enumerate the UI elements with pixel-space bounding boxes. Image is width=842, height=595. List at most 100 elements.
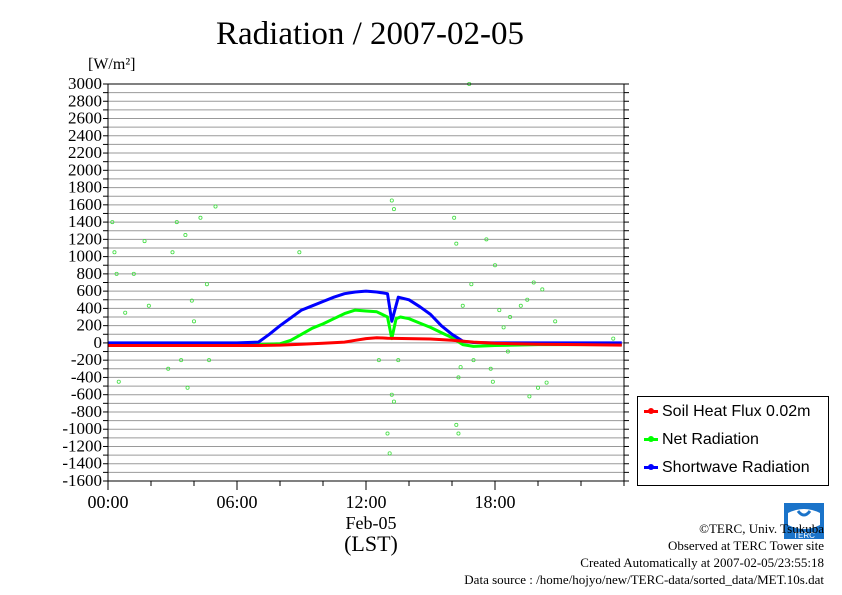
scatter-point	[460, 303, 465, 308]
scatter-point	[391, 207, 396, 212]
scatter-point	[488, 366, 493, 371]
y-tick-label: 1800	[68, 178, 102, 197]
series-lines	[108, 289, 622, 348]
y-tick-label: 0	[94, 333, 103, 352]
scatter-point	[191, 319, 196, 324]
legend-item-shortwave: Shortwave Radiation	[644, 457, 810, 479]
plot-frame	[107, 83, 625, 482]
scatter-point	[458, 365, 463, 370]
scatter-point	[497, 308, 502, 313]
scatter-point	[114, 271, 119, 276]
scatter-point	[501, 325, 506, 330]
legend-item-soil: Soil Heat Flux 0.02m	[644, 401, 811, 423]
scatter-point	[508, 315, 513, 320]
y-tick-label: 400	[77, 298, 103, 317]
scatter-point	[391, 399, 396, 404]
terc-logo-icon: TERC	[784, 503, 824, 539]
y-tick-label: 1200	[68, 229, 102, 248]
y-tick-label: 2600	[68, 109, 102, 128]
legend-label-soil: Soil Heat Flux 0.02m	[662, 403, 811, 420]
legend-label-shortwave: Shortwave Radiation	[662, 459, 810, 476]
y-tick-label: 1600	[68, 195, 102, 214]
y-axis: 3000280026002400220020001800160014001200…	[62, 74, 629, 490]
scatter-point	[531, 280, 536, 285]
scatter-point	[183, 233, 188, 238]
scatter-point	[131, 271, 136, 276]
scatter-point	[198, 215, 203, 220]
scatter-point	[189, 298, 194, 303]
legend-label-net: Net Radiation	[662, 431, 759, 448]
scatter-point	[492, 263, 497, 268]
x-tick-label: 06:00	[216, 492, 257, 512]
credits: ©TERC, Univ. Tsukuba Observed at TERC To…	[464, 520, 824, 588]
scatter-point	[456, 431, 461, 436]
series-line-net-radiation	[108, 308, 622, 348]
scatter-point	[490, 379, 495, 384]
scatter-point	[185, 385, 190, 390]
scatter-point	[174, 220, 179, 225]
scatter-point	[454, 241, 459, 246]
scatter-point	[396, 358, 401, 363]
scatter-point	[389, 198, 394, 203]
scatter-point	[166, 366, 171, 371]
y-tick-label: 2000	[68, 160, 102, 179]
scatter-point	[297, 250, 302, 255]
scatter-point	[611, 336, 616, 341]
scatter-point	[544, 380, 549, 385]
credit-copyright: ©TERC, Univ. Tsukuba	[699, 521, 824, 536]
credit-source: Data source : /home/hojyo/new/TERC-data/…	[464, 572, 824, 587]
y-tick-label: -200	[71, 350, 102, 369]
scatter-point	[179, 358, 184, 363]
scatter-point	[471, 358, 476, 363]
x-axis-date-label: Feb-05	[345, 513, 397, 533]
scatter-point	[518, 303, 523, 308]
logo-text: TERC	[793, 531, 815, 539]
scatter-point	[204, 282, 209, 287]
scatter-point	[207, 358, 212, 363]
legend-swatch-soil	[644, 408, 658, 415]
scatter-point	[142, 239, 147, 244]
y-tick-label: 600	[77, 281, 103, 300]
scatter-point	[387, 451, 392, 456]
y-tick-label: -400	[71, 367, 102, 386]
y-tick-label: 3000	[68, 74, 102, 93]
y-tick-label: 1000	[68, 247, 102, 266]
scatter-point	[123, 310, 128, 315]
credit-created: Created Automatically at 2007-02-05/23:5…	[580, 555, 824, 570]
x-tick-label: 00:00	[87, 492, 128, 512]
y-tick-label: 2800	[68, 91, 102, 110]
scatter-point	[452, 215, 457, 220]
scatter-point	[112, 250, 117, 255]
y-tick-label: -800	[71, 402, 102, 421]
scatter-point	[527, 394, 532, 399]
scatter-point	[213, 204, 218, 209]
scatter-point	[540, 287, 545, 292]
scatter-point	[389, 392, 394, 397]
series-line-soil-heat-flux-0-02m	[108, 336, 622, 347]
scatter-point	[505, 349, 510, 354]
scatter-point	[536, 385, 541, 390]
credit-observed: Observed at TERC Tower site	[667, 538, 824, 553]
scatter-point	[146, 303, 151, 308]
y-tick-label: 800	[77, 264, 103, 283]
y-tick-label: -1200	[62, 436, 102, 455]
scatter-point	[116, 379, 121, 384]
x-axis-unit-label: (LST)	[344, 531, 398, 556]
scatter-point	[110, 220, 115, 225]
scatter-point	[484, 237, 489, 242]
scatter-point	[376, 358, 381, 363]
y-tick-label: -1400	[62, 454, 102, 473]
y-tick-label: -600	[71, 385, 102, 404]
legend-item-net: Net Radiation	[644, 429, 759, 451]
scatter-point	[170, 250, 175, 255]
legend-swatch-net	[644, 436, 658, 443]
y-axis-label: [W/m²]	[88, 56, 135, 73]
legend-swatch-shortwave	[644, 464, 658, 471]
x-tick-label: 18:00	[474, 492, 515, 512]
chart-title: Radiation / 2007-02-05	[216, 16, 524, 52]
scatter-point	[454, 422, 459, 427]
scatter-point	[469, 282, 474, 287]
y-tick-label: 2200	[68, 143, 102, 162]
grid	[108, 83, 624, 482]
